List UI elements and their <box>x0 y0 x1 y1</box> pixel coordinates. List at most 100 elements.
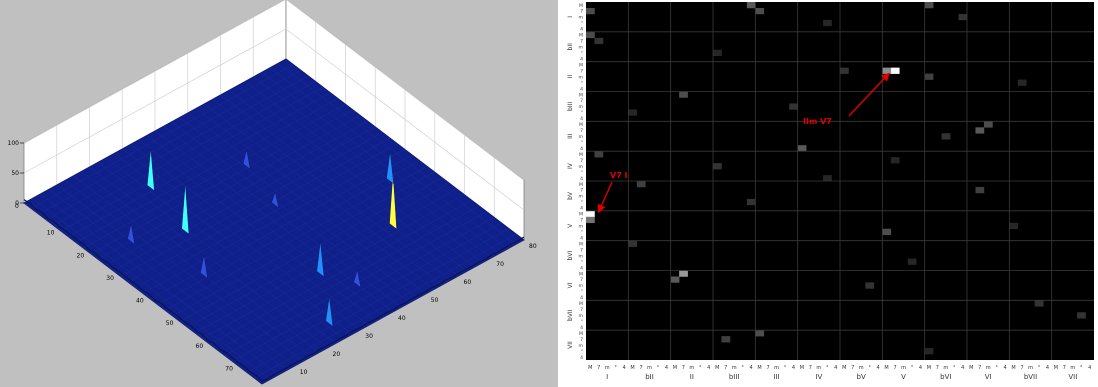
heatmap-cell <box>1034 300 1044 307</box>
heatmap-cell <box>865 282 875 289</box>
mesh-line <box>236 85 475 267</box>
row-sub-label: 7 <box>580 307 583 313</box>
x-tick-label: 60 <box>196 343 204 350</box>
col-group-label: bII <box>645 373 654 381</box>
row-group-label: VI <box>567 282 574 288</box>
row-sub-label: M <box>579 122 583 128</box>
surface-front-edge <box>261 236 525 382</box>
col-sub-label: M <box>588 365 592 371</box>
row-sub-label: 7 <box>580 68 583 74</box>
mesh-line <box>228 90 467 272</box>
col-sub-label: 7 <box>1020 365 1023 371</box>
y-tick-label: 60 <box>464 279 472 286</box>
row-sub-label: 7 <box>580 277 583 283</box>
col-sub-label: m <box>689 365 694 371</box>
grid-line <box>23 28 525 211</box>
col-sub-label: ° <box>953 365 956 371</box>
mesh-line <box>90 109 354 254</box>
col-group-label: bV <box>857 373 866 381</box>
heatmap-cell <box>789 103 798 110</box>
col-sub-label: 4 <box>1088 365 1091 371</box>
mesh-line <box>46 75 309 220</box>
row-sub-label: M <box>579 33 583 39</box>
heatmap-cell <box>586 216 595 224</box>
row-sub-label: m <box>579 135 584 140</box>
col-sub-label: m <box>986 365 991 371</box>
col-sub-label: m <box>647 365 652 371</box>
row-sub-label: ° <box>581 319 583 325</box>
row-sub-label: m <box>579 284 584 289</box>
transition-heatmap: IM7m°4bIIM7m°4IIM7m°4bIIIM7m°4IIIM7m°4IV… <box>566 0 1098 387</box>
mesh-line <box>204 103 443 285</box>
col-sub-label: 7 <box>1063 365 1066 371</box>
mesh-line <box>120 132 383 277</box>
col-sub-label: 4 <box>665 365 668 371</box>
heatmap-cell <box>975 127 985 134</box>
heatmap-cell <box>670 276 680 283</box>
heatmap-grid <box>586 2 1094 360</box>
row-sub-label: ° <box>581 51 583 57</box>
surface-peak <box>181 183 190 235</box>
col-sub-label: ° <box>699 365 702 371</box>
row-sub-label: 7 <box>580 247 583 253</box>
row-group-label: III <box>567 133 574 139</box>
heatmap-cell <box>721 336 731 343</box>
row-sub-label: ° <box>581 259 583 265</box>
row-sub-label: 7 <box>580 218 583 224</box>
row-sub-label: m <box>579 105 584 110</box>
y-tick-label: 30 <box>365 333 373 340</box>
annotation-label: V7 I <box>610 171 628 180</box>
col-sub-label: m <box>859 365 864 371</box>
row-sub-label: 4 <box>580 27 583 33</box>
col-sub-label: ° <box>995 365 998 371</box>
col-sub-label: M <box>630 365 634 371</box>
mesh-line <box>179 117 418 299</box>
surface-peak <box>200 254 208 279</box>
row-sub-label: m <box>579 165 584 170</box>
col-group-label: bVII <box>1024 373 1037 381</box>
mesh-line <box>31 64 294 209</box>
heatmap-cell <box>679 270 688 277</box>
row-sub-label: M <box>579 62 583 68</box>
row-sub-label: 4 <box>580 295 583 301</box>
heatmap-cell <box>628 109 638 116</box>
row-sub-label: 7 <box>580 9 583 15</box>
axis-ticks: 0501001020304050607080010203040506070800 <box>8 140 537 376</box>
col-sub-label: ° <box>826 365 829 371</box>
heatmap-cell <box>907 258 917 265</box>
col-sub-label: M <box>673 365 677 371</box>
surface-peak <box>147 148 155 192</box>
row-group-label: bII <box>567 43 574 51</box>
col-sub-label: ° <box>741 365 744 371</box>
mesh-line <box>253 76 492 258</box>
col-sub-label: 4 <box>1004 365 1007 371</box>
heatmap-cell <box>679 91 688 98</box>
mesh-line <box>113 126 376 271</box>
col-sub-label: M <box>927 365 931 371</box>
heatmap-cell <box>586 7 595 15</box>
heatmap-cell <box>882 228 892 235</box>
row-sub-label: m <box>579 344 584 349</box>
mesh-line <box>277 63 516 245</box>
row-sub-label: m <box>579 225 584 230</box>
z-tick-label: 50 <box>11 170 19 177</box>
mesh-line <box>61 86 324 232</box>
heatmap-cell <box>755 330 765 337</box>
row-sub-label: M <box>579 331 583 337</box>
col-sub-label: m <box>901 365 906 371</box>
heatmap-cell <box>882 67 892 74</box>
x-tick-label: 10 <box>47 230 55 237</box>
row-sub-label: 4 <box>580 355 583 361</box>
heatmap-cell <box>713 163 722 170</box>
col-sub-label: 4 <box>623 365 626 371</box>
col-sub-label: 4 <box>877 365 880 371</box>
col-sub-label: 7 <box>851 365 854 371</box>
heatmap-cell <box>941 133 951 140</box>
heatmap-cell <box>755 7 765 15</box>
row-group-label: bV <box>567 191 574 200</box>
col-group-label: VII <box>1068 373 1077 381</box>
mesh-line <box>38 69 301 215</box>
col-sub-label: 4 <box>919 365 922 371</box>
row-sub-label: ° <box>581 170 583 176</box>
row-group-label: II <box>567 75 574 79</box>
